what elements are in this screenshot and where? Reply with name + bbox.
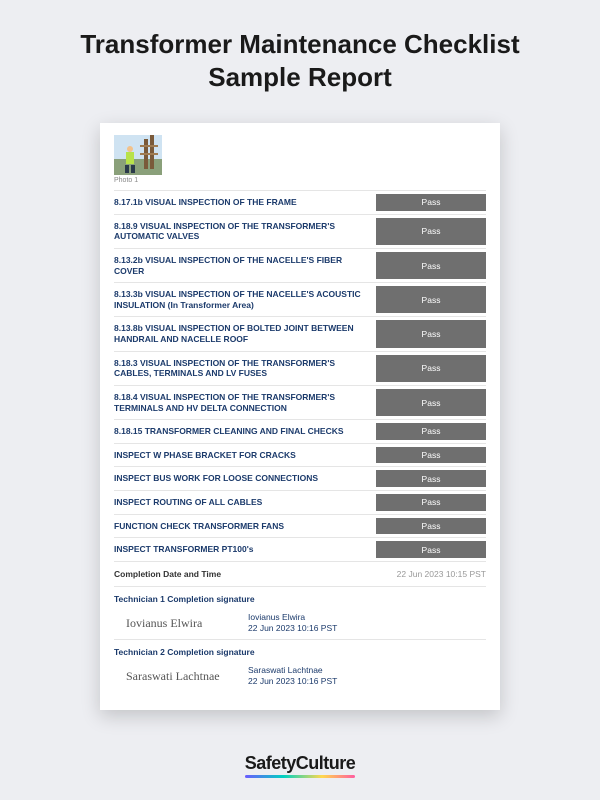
signature-name: Saraswati Lachtnae xyxy=(248,665,337,676)
checklist-item-label: FUNCTION CHECK TRANSFORMER FANS xyxy=(114,515,376,538)
signature-name: Iovianus Elwira xyxy=(248,612,337,623)
completion-row: Completion Date and Time 22 Jun 2023 10:… xyxy=(114,561,486,586)
signature-meta: Iovianus Elwira 22 Jun 2023 10:16 PST xyxy=(248,612,337,635)
page-title: Transformer Maintenance Checklist Sample… xyxy=(0,0,600,113)
status-pill: Pass xyxy=(376,494,486,511)
signature-timestamp: 22 Jun 2023 10:16 PST xyxy=(248,676,337,687)
checklist-row: 8.18.4 VISUAL INSPECTION OF THE TRANSFOR… xyxy=(114,385,486,419)
brand-logo: SafetyCulture xyxy=(0,753,600,778)
checklist-row: INSPECT BUS WORK FOR LOOSE CONNECTIONS P… xyxy=(114,466,486,490)
checklist-row: 8.18.3 VISUAL INSPECTION OF THE TRANSFOR… xyxy=(114,351,486,385)
status-pill: Pass xyxy=(376,320,486,347)
status-pill: Pass xyxy=(376,423,486,440)
signature-section: Technician 1 Completion signature Iovian… xyxy=(114,586,486,639)
checklist-item-label: 8.13.3b VISUAL INSPECTION OF THE NACELLE… xyxy=(114,283,376,316)
completion-value: 22 Jun 2023 10:15 PST xyxy=(397,569,486,579)
signature-timestamp: 22 Jun 2023 10:16 PST xyxy=(248,623,337,634)
checklist-item-label: 8.13.8b VISUAL INSPECTION OF BOLTED JOIN… xyxy=(114,317,376,350)
signature-script: Iovianus Elwira xyxy=(126,616,236,631)
checklist-item-label: 8.18.4 VISUAL INSPECTION OF THE TRANSFOR… xyxy=(114,386,376,419)
checklist-item-label: INSPECT BUS WORK FOR LOOSE CONNECTIONS xyxy=(114,467,376,490)
status-pill: Pass xyxy=(376,541,486,558)
checklist-row: 8.17.1b VISUAL INSPECTION OF THE FRAME P… xyxy=(114,190,486,214)
status-pill: Pass xyxy=(376,447,486,464)
checklist-row: INSPECT TRANSFORMER PT100's Pass xyxy=(114,537,486,561)
checklist-row: INSPECT W PHASE BRACKET FOR CRACKS Pass xyxy=(114,443,486,467)
checklist-item-label: 8.18.3 VISUAL INSPECTION OF THE TRANSFOR… xyxy=(114,352,376,385)
status-pill: Pass xyxy=(376,355,486,382)
checklist-row: 8.13.8b VISUAL INSPECTION OF BOLTED JOIN… xyxy=(114,316,486,350)
report-card: Photo 1 8.17.1b VISUAL INSPECTION OF THE… xyxy=(100,123,500,710)
signature-section: Technician 2 Completion signature Sarasw… xyxy=(114,639,486,692)
checklist-row: 8.13.3b VISUAL INSPECTION OF THE NACELLE… xyxy=(114,282,486,316)
checklist-row: 8.18.9 VISUAL INSPECTION OF THE TRANSFOR… xyxy=(114,214,486,248)
signature-meta: Saraswati Lachtnae 22 Jun 2023 10:16 PST xyxy=(248,665,337,688)
checklist-item-label: 8.17.1b VISUAL INSPECTION OF THE FRAME xyxy=(114,191,376,214)
checklist-item-label: INSPECT W PHASE BRACKET FOR CRACKS xyxy=(114,444,376,467)
checklist-item-label: 8.13.2b VISUAL INSPECTION OF THE NACELLE… xyxy=(114,249,376,282)
checklist-row: FUNCTION CHECK TRANSFORMER FANS Pass xyxy=(114,514,486,538)
photo-caption: Photo 1 xyxy=(114,177,486,184)
signature-title: Technician 2 Completion signature xyxy=(114,647,486,657)
signature-script: Saraswati Lachtnae xyxy=(126,669,236,684)
checklist-rows: 8.17.1b VISUAL INSPECTION OF THE FRAME P… xyxy=(114,190,486,561)
status-pill: Pass xyxy=(376,252,486,279)
signature-title: Technician 1 Completion signature xyxy=(114,594,486,604)
checklist-row: INSPECT ROUTING OF ALL CABLES Pass xyxy=(114,490,486,514)
status-pill: Pass xyxy=(376,218,486,245)
completion-label: Completion Date and Time xyxy=(114,569,397,579)
report-photo-thumbnail xyxy=(114,135,162,175)
status-pill: Pass xyxy=(376,389,486,416)
checklist-row: 8.13.2b VISUAL INSPECTION OF THE NACELLE… xyxy=(114,248,486,282)
checklist-item-label: INSPECT ROUTING OF ALL CABLES xyxy=(114,491,376,514)
brand-underline xyxy=(245,775,356,778)
checklist-row: 8.18.15 TRANSFORMER CLEANING AND FINAL C… xyxy=(114,419,486,443)
status-pill: Pass xyxy=(376,470,486,487)
checklist-item-label: INSPECT TRANSFORMER PT100's xyxy=(114,538,376,561)
checklist-item-label: 8.18.15 TRANSFORMER CLEANING AND FINAL C… xyxy=(114,420,376,443)
status-pill: Pass xyxy=(376,518,486,535)
brand-name: SafetyCulture xyxy=(245,753,356,778)
checklist-item-label: 8.18.9 VISUAL INSPECTION OF THE TRANSFOR… xyxy=(114,215,376,248)
status-pill: Pass xyxy=(376,286,486,313)
status-pill: Pass xyxy=(376,194,486,211)
